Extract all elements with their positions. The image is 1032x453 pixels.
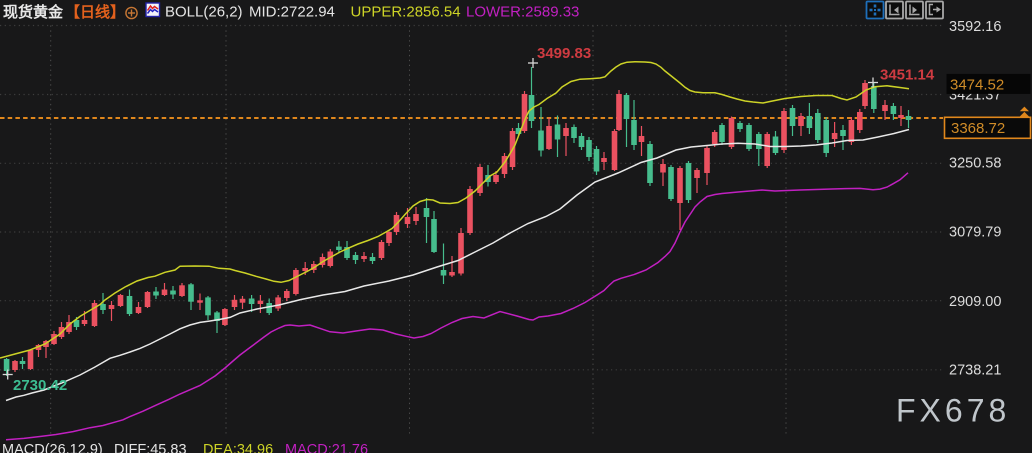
svg-text:3499.83: 3499.83 [537, 45, 591, 62]
svg-text:3250.58: 3250.58 [949, 156, 1001, 172]
svg-text:LOWER:2589.33: LOWER:2589.33 [466, 4, 579, 21]
svg-text:DIFF:45.83: DIFF:45.83 [114, 442, 187, 453]
svg-text:现货黄金: 现货黄金 [3, 3, 64, 21]
svg-text:【日线】: 【日线】 [65, 3, 125, 21]
svg-text:MID:2722.94: MID:2722.94 [249, 4, 335, 21]
svg-text:3368.72: 3368.72 [951, 120, 1005, 137]
svg-text:FX678: FX678 [896, 393, 1010, 429]
svg-text:3451.14: 3451.14 [880, 66, 935, 83]
svg-text:2909.00: 2909.00 [949, 294, 1001, 310]
svg-text:3474.52: 3474.52 [950, 76, 1004, 93]
svg-text:3592.16: 3592.16 [949, 19, 1001, 35]
svg-text:BOLL(26,2): BOLL(26,2) [165, 4, 243, 21]
svg-text:DEA:34.96: DEA:34.96 [203, 442, 273, 453]
svg-text:MACD(26,12,9): MACD(26,12,9) [2, 442, 103, 453]
svg-text:MACD:21.76: MACD:21.76 [285, 442, 368, 453]
svg-text:UPPER:2856.54: UPPER:2856.54 [351, 4, 461, 21]
svg-text:3079.79: 3079.79 [949, 225, 1001, 241]
svg-text:2730.42: 2730.42 [13, 377, 67, 394]
svg-text:2738.21: 2738.21 [949, 362, 1001, 378]
